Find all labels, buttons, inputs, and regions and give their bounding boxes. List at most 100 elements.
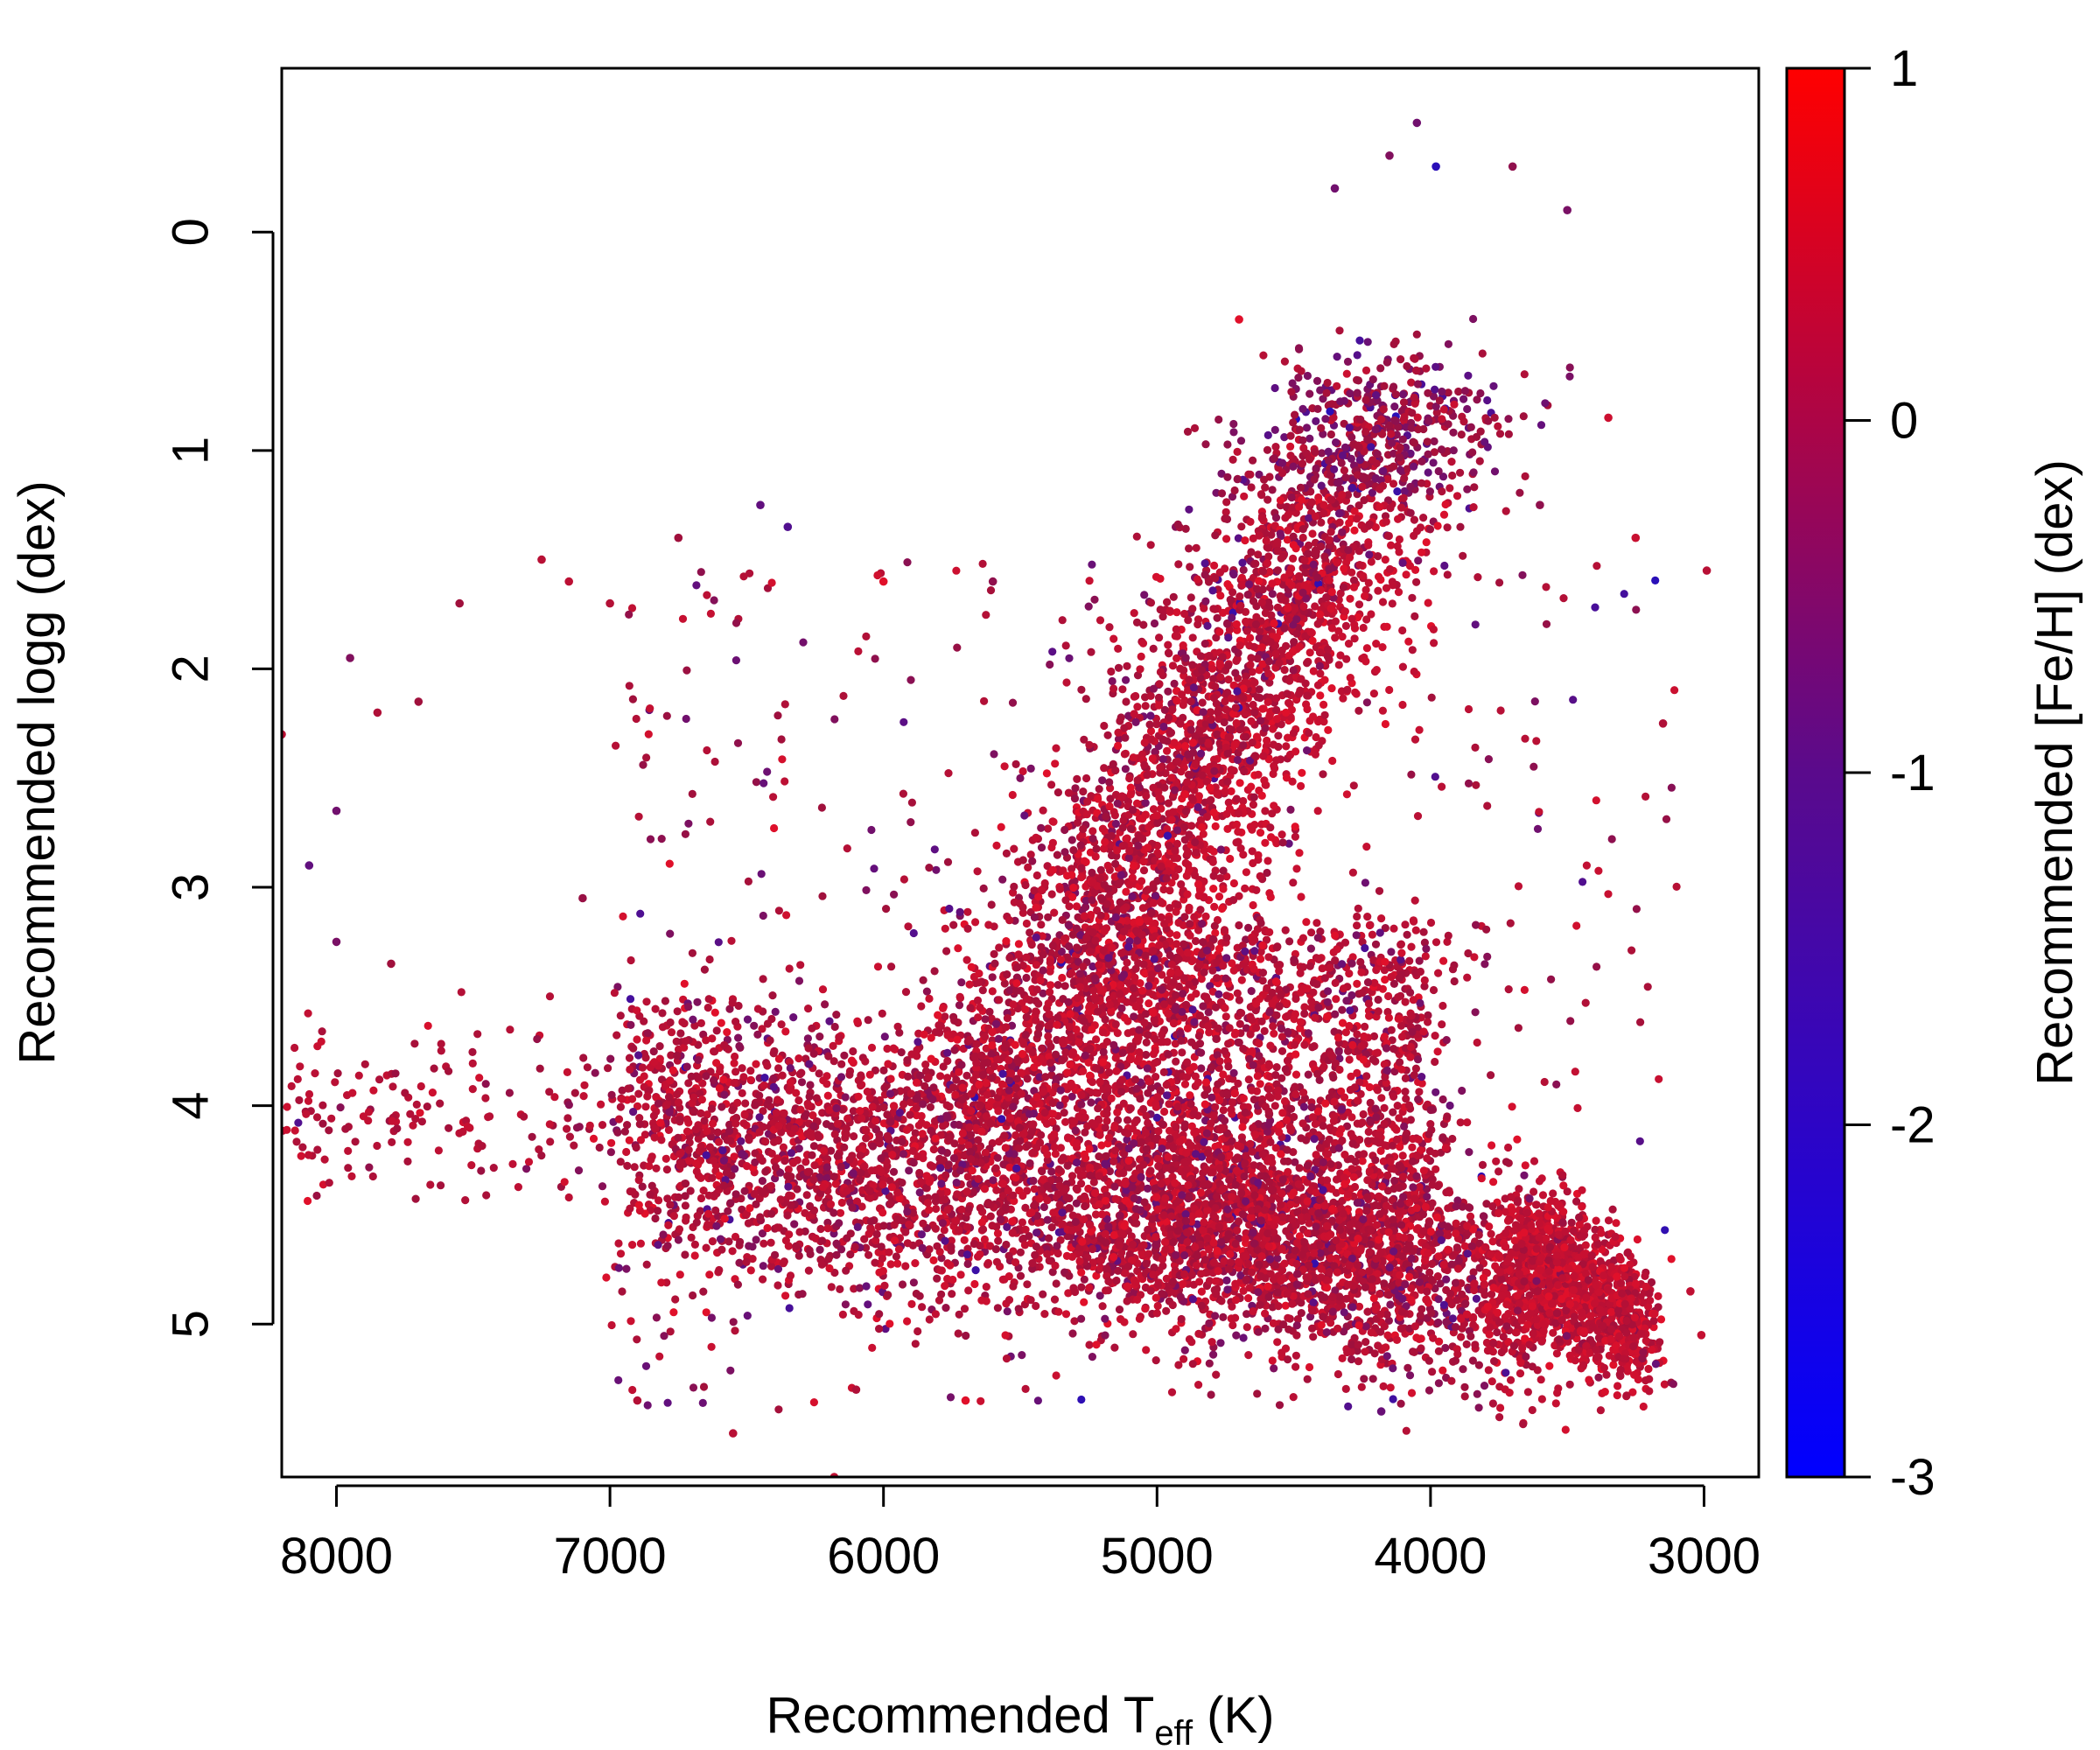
data-point [984,1260,992,1269]
data-point [1032,1242,1040,1251]
data-point [618,1287,626,1296]
data-point [1456,468,1465,477]
data-point [864,1250,873,1259]
data-point [1460,1242,1469,1250]
data-point [938,1219,947,1228]
data-point [769,1082,779,1091]
data-point [928,1162,937,1171]
data-point [1488,1237,1497,1246]
data-point [992,1186,1001,1194]
data-point [1123,1136,1131,1144]
data-point [779,1143,788,1152]
data-point [682,1127,692,1136]
data-point [645,1162,654,1171]
data-point [1123,1297,1131,1306]
data-point [1244,1294,1253,1303]
data-point [993,1229,1003,1238]
data-point [964,1286,973,1295]
data-point [867,1166,876,1175]
data-point [1180,1346,1189,1354]
data-point [880,1281,889,1290]
data-point [871,1116,880,1125]
data-point [878,1208,887,1217]
data-point [911,1340,920,1348]
data-point [865,1194,875,1202]
data-point [1183,427,1193,436]
data-point [931,1193,940,1201]
data-point [745,1136,753,1144]
data-point [1001,1203,1010,1212]
data-point [690,1240,700,1249]
data-point [1494,1308,1502,1317]
data-point [761,1167,770,1176]
data-point [1354,1340,1362,1349]
data-point [1098,1302,1107,1311]
data-point [742,1162,752,1171]
data-point [933,1274,942,1283]
data-point [941,1012,949,1021]
data-point [682,1115,692,1124]
data-point [868,1102,877,1111]
data-point [824,1052,833,1060]
data-point [1068,1226,1076,1235]
data-point [702,1072,710,1081]
data-point [623,1161,632,1170]
data-point [1494,1251,1503,1260]
data-point [1378,706,1387,715]
data-point [1018,1191,1027,1200]
data-point [669,1212,679,1221]
data-point [864,1300,872,1309]
data-point [1451,1278,1460,1287]
data-point [901,988,911,997]
data-point [970,1239,978,1249]
data-point [1091,1210,1101,1219]
data-point [932,1204,941,1214]
data-point [718,1245,726,1254]
data-point [752,1060,760,1068]
data-point [1448,1134,1457,1144]
data-point [915,1292,924,1300]
data-point [1031,1250,1040,1259]
data-point [1485,1346,1494,1354]
data-point [724,1207,732,1215]
data-point [1088,827,1097,836]
data-point [666,1018,675,1027]
data-point [833,1119,842,1128]
data-point [803,1034,813,1043]
data-point [668,1066,677,1074]
data-point [1494,422,1502,430]
data-point [634,1176,643,1185]
data-point [1114,644,1123,654]
data-point [866,1217,876,1226]
data-point [893,1188,902,1197]
data-point [734,1033,743,1042]
data-point [785,1191,794,1200]
data-point [690,1093,698,1102]
data-point [759,975,767,984]
data-point [1370,1349,1379,1358]
data-point [833,1152,842,1160]
data-point [629,1044,638,1053]
data-point [1452,492,1462,500]
data-point [1120,1318,1129,1326]
data-point [841,1093,850,1102]
data-point [820,1146,829,1155]
data-point [805,1092,814,1101]
data-point [1340,1308,1348,1317]
data-point [640,1017,648,1026]
data-point [719,1181,728,1190]
data-point [1378,598,1388,606]
data-point [808,1111,817,1120]
data-point [903,1317,912,1326]
data-point [1292,1331,1301,1340]
data-point [980,1185,990,1194]
data-point [622,1147,631,1157]
data-point [738,1088,746,1097]
data-point [893,1259,902,1268]
data-point [1095,785,1103,794]
data-point [1525,1340,1534,1349]
data-point [776,1195,785,1204]
data-point [1001,1331,1010,1340]
data-point [1361,1348,1369,1356]
data-point [940,1226,948,1235]
